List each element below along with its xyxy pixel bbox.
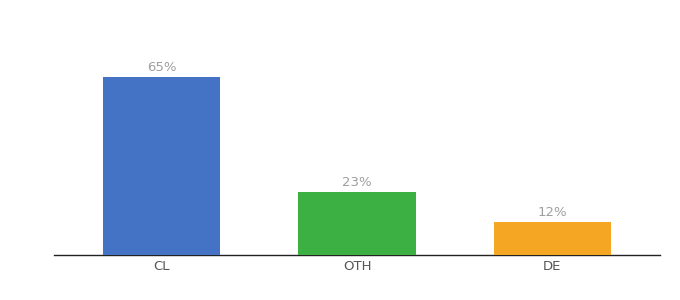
Text: 23%: 23% — [342, 176, 372, 189]
Text: 65%: 65% — [147, 61, 177, 74]
Bar — [494, 222, 611, 255]
Text: 12%: 12% — [537, 206, 567, 219]
Bar — [299, 192, 415, 255]
Bar — [103, 77, 220, 255]
